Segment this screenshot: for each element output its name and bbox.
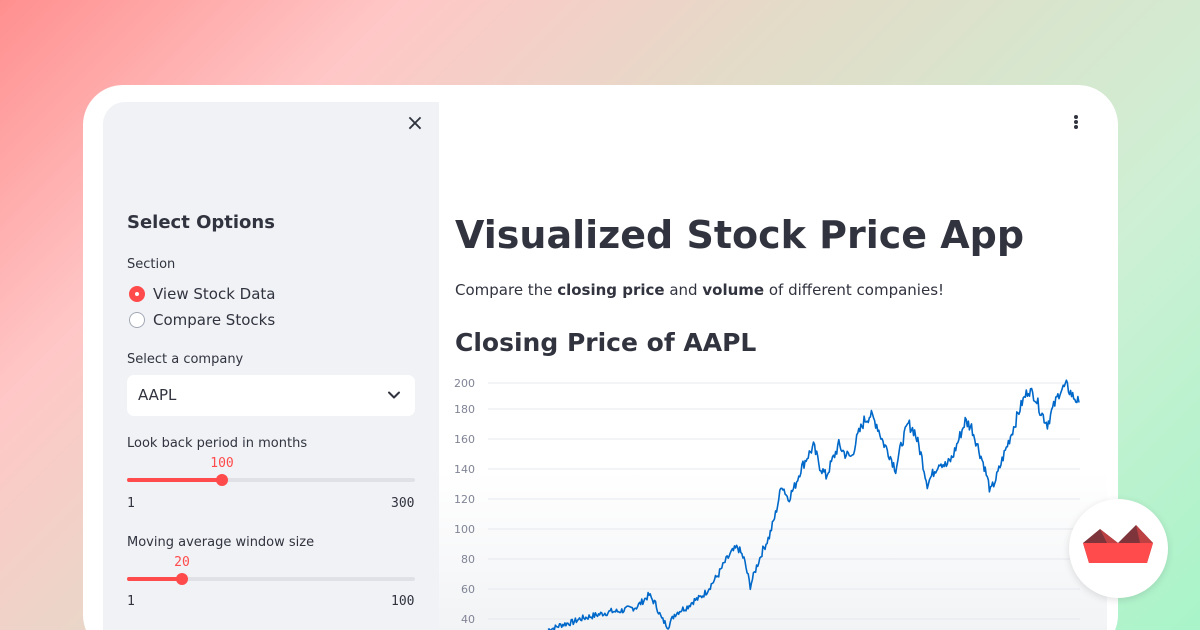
closing-price-chart[interactable]: 40 60 80 100 120 140 160 180 200 [445,370,1090,630]
chart-y-tick-label: 180 [454,403,475,416]
intro-text: Compare the closing price and volume of … [455,281,944,299]
intro-mid: and [664,281,703,299]
chart-y-tick-label: 100 [454,523,475,536]
lookback-slider-value: 100 [210,456,234,471]
ma-slider-value: 20 [174,555,190,570]
sidebar [103,102,439,630]
ma-slider[interactable] [127,573,415,585]
chart-y-tick-label: 120 [454,493,475,506]
intro-post: of different companies! [764,281,945,299]
radio-selected-icon [129,286,145,302]
intro-bold-volume: volume [702,281,765,299]
ma-label: Moving average window size [127,535,315,550]
chart-y-tick-label: 140 [454,463,475,476]
chart-y-tick-label: 60 [461,583,475,596]
lookback-max: 300 [391,496,415,511]
intro-bold-closing-price: closing price [557,281,665,299]
radio-view-stock-data[interactable]: View Stock Data [129,284,275,304]
radio-compare-stocks[interactable]: Compare Stocks [129,310,275,330]
lookback-label: Look back period in months [127,436,308,451]
chart-y-tick-label: 160 [454,433,475,446]
more-vertical-icon [1074,115,1078,119]
radio-unselected-icon [129,312,145,328]
ma-slider-thumb[interactable] [176,573,188,585]
chart-y-tick-label: 200 [454,377,475,390]
intro-pre: Compare the [455,281,558,299]
sidebar-title: Select Options [127,212,275,233]
company-select[interactable]: AAPL [127,375,415,416]
streamlit-badge[interactable] [1069,499,1168,598]
chevron-down-icon [388,391,400,399]
company-label: Select a company [127,352,244,367]
main-menu-button[interactable] [1066,112,1086,132]
more-vertical-icon [1074,125,1078,129]
chart-y-tick-label: 40 [461,613,475,626]
section-label: Section [127,257,176,272]
ma-slider-fill [127,577,182,581]
radio-label: View Stock Data [153,285,276,303]
chart-heading: Closing Price of AAPL [455,328,757,357]
lookback-slider-thumb[interactable] [216,474,228,486]
radio-label: Compare Stocks [153,311,276,329]
close-sidebar-button[interactable]: × [404,113,426,135]
chart-y-tick-label: 80 [461,553,475,566]
lookback-min: 1 [127,496,135,511]
ma-max: 100 [391,594,415,609]
lookback-slider[interactable] [127,474,415,486]
close-icon: × [405,111,425,136]
page-title: Visualized Stock Price App [455,213,1025,257]
more-vertical-icon [1074,120,1078,124]
company-select-value: AAPL [138,386,177,404]
crown-logo-icon [1083,525,1153,563]
chart-series-line [547,379,1080,630]
lookback-slider-fill [127,478,222,482]
ma-min: 1 [127,594,135,609]
